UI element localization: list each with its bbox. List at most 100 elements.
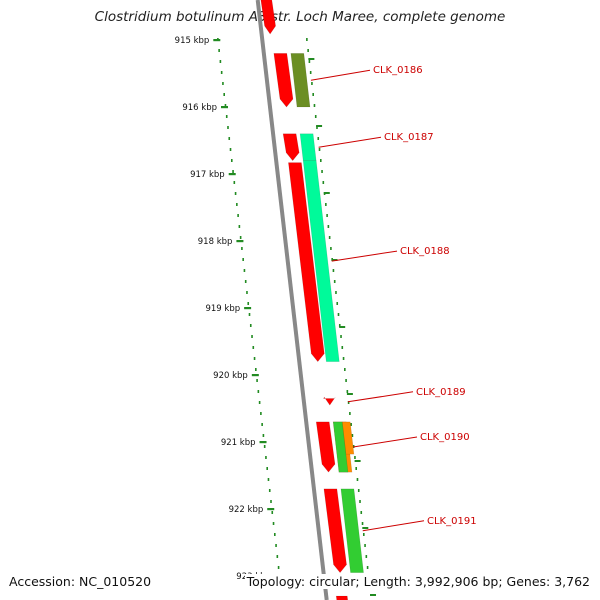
ruler-dot	[227, 126, 229, 129]
ruler-dot	[244, 280, 247, 283]
outer-ruler-dot	[345, 379, 347, 382]
gene-feature[interactable]	[302, 160, 340, 362]
outer-ruler-dot	[328, 236, 331, 239]
gene-feature[interactable]	[341, 421, 355, 455]
ruler-tick-label: 919 kbp	[205, 304, 240, 314]
ruler-dot	[232, 170, 234, 173]
outer-ruler-dot	[360, 511, 363, 514]
ruler-dot	[228, 137, 231, 140]
outer-ruler-dot	[308, 60, 311, 63]
outer-ruler-dot	[314, 115, 317, 118]
outer-ruler-dot	[322, 181, 325, 184]
ruler-dot	[229, 148, 232, 151]
label-layer: CLK_0186 CLK_0187 CLK_0188 CLK_0189 CLK_0190…	[310, 65, 477, 532]
cds-feature[interactable]	[288, 162, 325, 363]
ruler-dot	[265, 456, 267, 459]
ruler-dot	[220, 71, 223, 74]
cds-feature[interactable]	[315, 421, 336, 473]
outer-ruler-dot	[332, 269, 335, 272]
gene-leader-line	[347, 391, 414, 403]
outer-ruler-dot	[346, 390, 349, 393]
outer-ruler-dot	[317, 137, 320, 140]
cds-feature[interactable]	[273, 53, 294, 108]
ruler-dot	[242, 258, 244, 261]
cds-feature[interactable]	[323, 488, 347, 574]
outer-ruler-dot	[312, 93, 314, 96]
gene-leader-line	[331, 250, 398, 262]
outer-ruler-dot	[309, 71, 312, 74]
outer-ruler-tick	[362, 527, 369, 529]
gene-label[interactable]: CLK_0188	[400, 246, 450, 257]
ruler-dot	[257, 390, 260, 393]
gene-leader-line	[362, 520, 425, 532]
outer-ruler-dot	[336, 302, 339, 305]
ruler-dot	[230, 159, 233, 162]
ruler-tick-label: 921 kbp	[221, 438, 256, 448]
ruler-dot	[255, 368, 257, 371]
gene-feature[interactable]	[332, 421, 349, 473]
ruler-dot	[275, 544, 277, 547]
outer-ruler-dot	[351, 434, 354, 437]
gene-feature[interactable]	[340, 488, 364, 573]
ruler-tick-label: 915 kbp	[175, 36, 210, 46]
outer-ruler-dot	[318, 148, 321, 151]
outer-ruler-dot	[327, 225, 330, 228]
ruler-tick-label: 917 kbp	[190, 170, 225, 180]
ruler-dot	[258, 401, 261, 404]
outer-ruler-dot	[359, 500, 361, 503]
outer-ruler-dot	[313, 104, 316, 107]
outer-ruler-dot	[347, 401, 350, 404]
cds-feature[interactable]	[335, 595, 349, 600]
gene-label[interactable]: CLK_0186	[373, 65, 423, 76]
ruler-dot	[249, 324, 252, 327]
ruler-dot	[222, 82, 224, 85]
gene-label[interactable]: CLK_0190	[420, 432, 470, 443]
outer-ruler-dot	[365, 555, 368, 558]
outer-ruler-tick	[346, 393, 353, 395]
ruler-tick	[251, 374, 259, 377]
ruler-dot	[266, 467, 269, 470]
outer-ruler-tick	[339, 326, 346, 328]
outer-ruler-tick	[323, 192, 330, 194]
outer-ruler-tick	[370, 594, 377, 596]
outer-ruler-dot	[366, 566, 369, 569]
outer-ruler-dot	[338, 324, 341, 327]
ruler-dot	[225, 115, 228, 118]
gene-feature[interactable]	[299, 133, 317, 161]
outer-ruler-dot	[325, 203, 327, 206]
feature-layer	[260, 0, 364, 600]
cds-feature[interactable]	[282, 133, 300, 162]
outer-ruler-dot	[355, 467, 358, 470]
outer-ruler-tick	[354, 460, 361, 462]
ruler-dot	[246, 291, 248, 294]
cds-feature[interactable]	[260, 0, 276, 35]
ruler-tick	[267, 508, 275, 511]
ruler-tick-label: 920 kbp	[213, 371, 248, 381]
ruler-tick	[236, 240, 244, 243]
ruler-dot	[270, 500, 272, 503]
gene-leader-line	[310, 69, 371, 81]
gene-label[interactable]: CLK_0187	[384, 132, 434, 143]
cds-feature[interactable]	[322, 396, 336, 406]
ruler-dot	[262, 434, 265, 437]
ruler-tick	[244, 307, 252, 310]
ruler-dot	[247, 302, 250, 305]
ruler-dot	[236, 203, 238, 206]
ruler-tick-label: 918 kbp	[198, 237, 233, 247]
outer-ruler-dot	[340, 335, 342, 338]
outer-ruler-dot	[350, 423, 352, 426]
ruler-dot	[223, 93, 225, 96]
gene-label[interactable]: CLK_0191	[427, 516, 477, 527]
genome-stats-text: Topology: circular; Length: 3,992,906 bp…	[244, 574, 592, 589]
backbone-layer	[255, 0, 329, 600]
genome-backbone-line	[255, 0, 329, 600]
outer-ruler-dot	[361, 522, 364, 525]
outer-ruler-dot	[349, 412, 351, 415]
gene-label[interactable]: CLK_0189	[416, 387, 466, 398]
gene-feature[interactable]	[290, 53, 311, 108]
outer-ruler-dot	[354, 456, 356, 459]
outer-ruler-dot	[341, 346, 344, 349]
outer-ruler-dot	[335, 291, 337, 294]
